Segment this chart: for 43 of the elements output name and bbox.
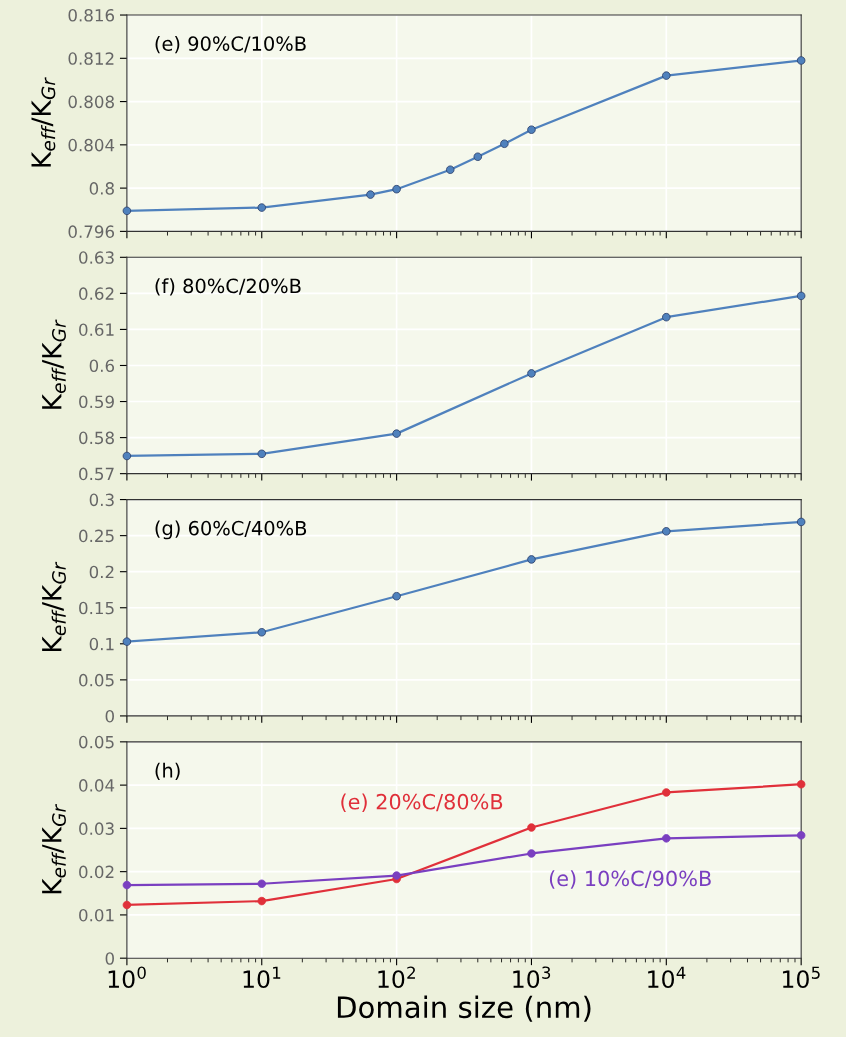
y-tick-label: 0.63	[79, 251, 114, 264]
y-tick-label: 0.03	[79, 822, 114, 835]
y-tick-label: 0.804	[68, 138, 115, 152]
y-tick-label: 0.61	[79, 323, 114, 336]
y-tick-label: 0.58	[79, 431, 114, 445]
y-tick-label: 0.25	[79, 529, 114, 543]
annotation: (e) 90%C/10%B	[155, 35, 306, 54]
annotation: (g) 60%C/40%B	[155, 520, 307, 540]
y-tick-label: 0.57	[79, 467, 114, 481]
y-tick-label: 0.812	[68, 52, 114, 65]
x-tick-label: 10$^{0}$	[108, 966, 146, 989]
y-axis-title: K$_{eff}$/K$_{Gr}$	[42, 803, 66, 894]
annotation: (f) 80%C/20%B	[155, 278, 301, 296]
y-tick-label: 0.8	[89, 182, 114, 195]
y-tick-label: 0.1	[89, 637, 114, 651]
x-tick-label: 10$^{1}$	[243, 966, 281, 989]
y-tick-label: 0.816	[68, 9, 115, 22]
y-tick-label: 0.808	[68, 95, 114, 109]
y-axis-title: K$_{eff}$/K$_{Gr}$	[42, 319, 66, 409]
y-tick-label: 0.62	[79, 287, 114, 300]
y-tick-label: 0.796	[68, 225, 115, 238]
x-tick-label: 10$^{4}$	[648, 966, 686, 989]
y-tick-label: 0.02	[79, 865, 114, 879]
y-tick-label: 0	[105, 952, 114, 965]
y-tick-label: 0.15	[79, 601, 114, 615]
y-tick-label: 0.2	[89, 565, 114, 579]
y-tick-label: 0.04	[79, 779, 115, 792]
y-tick-label: 0	[105, 709, 114, 723]
x-axis-title: Domain size (nm)	[337, 995, 591, 1022]
y-tick-label: 0.05	[79, 735, 114, 749]
y-tick-label: 0.05	[79, 673, 114, 687]
series-label: (e) 10%C/90%B	[549, 870, 711, 889]
y-axis-title: K$_{eff}$/K$_{Gr}$	[31, 77, 56, 167]
y-tick-label: 0.6	[89, 359, 115, 373]
annotation: (h)	[155, 762, 180, 781]
y-tick-label: 0.59	[79, 395, 114, 409]
x-tick-label: 10$^{3}$	[513, 966, 551, 989]
y-tick-label: 0.3	[89, 493, 114, 507]
y-axis-title: K$_{eff}$/K$_{Gr}$	[42, 561, 66, 652]
x-tick-label: 10$^{5}$	[782, 966, 820, 989]
series-label: (e) 20%C/80%B	[341, 793, 503, 813]
x-tick-label: 10$^{2}$	[378, 966, 415, 989]
y-tick-label: 0.01	[79, 908, 114, 922]
